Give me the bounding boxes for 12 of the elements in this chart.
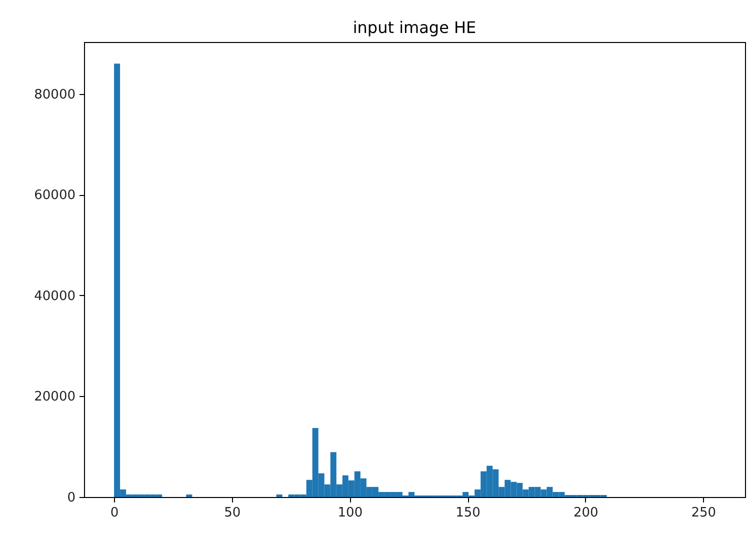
- chart-title: input image HE: [352, 18, 476, 37]
- y-tick-label: 0: [67, 490, 76, 506]
- x-tick-label: 50: [224, 506, 241, 520]
- y-tick-label: 40000: [34, 288, 76, 304]
- x-tick-label: 150: [456, 506, 480, 520]
- x-tick-label: 250: [691, 506, 716, 520]
- x-tick-label: 0: [110, 506, 119, 520]
- x-tick-label: 100: [338, 506, 363, 520]
- x-tick-label: 200: [573, 506, 598, 520]
- y-tick-label: 80000: [34, 87, 76, 102]
- y-tick-label: 60000: [34, 188, 76, 204]
- y-tick-label: 20000: [34, 390, 76, 405]
